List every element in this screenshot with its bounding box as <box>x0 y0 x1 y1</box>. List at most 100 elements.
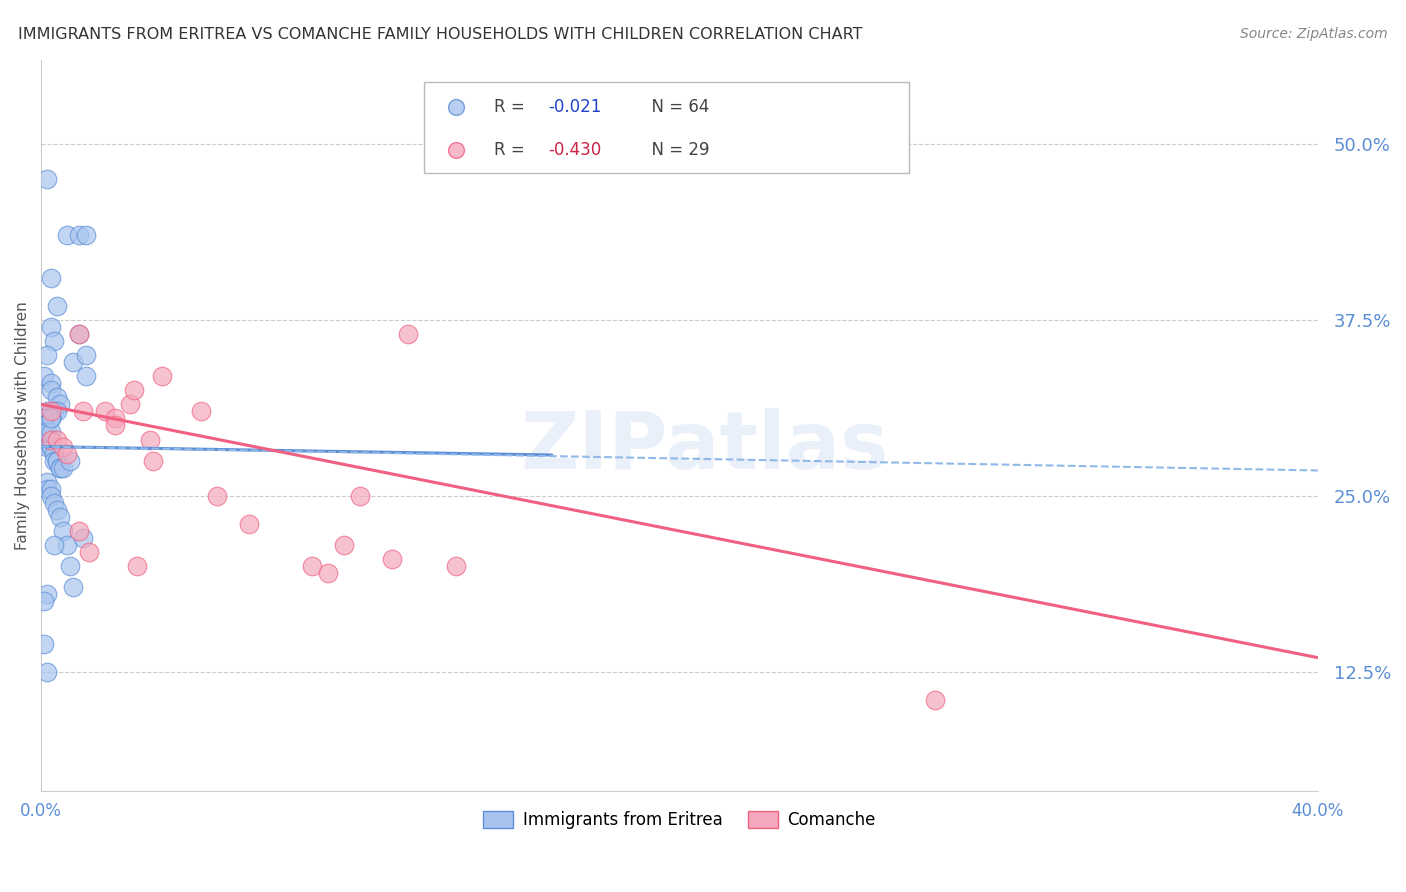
Text: N = 29: N = 29 <box>641 141 710 159</box>
Text: Source: ZipAtlas.com: Source: ZipAtlas.com <box>1240 27 1388 41</box>
Point <box>349 489 371 503</box>
Point <box>333 538 356 552</box>
Text: N = 64: N = 64 <box>641 98 710 116</box>
Point <box>37 475 59 489</box>
Point <box>381 552 404 566</box>
Point <box>318 566 340 581</box>
Point <box>42 453 65 467</box>
Point <box>37 587 59 601</box>
Point <box>34 418 56 433</box>
Point <box>52 524 75 538</box>
Point <box>39 320 62 334</box>
Point <box>34 369 56 384</box>
Point <box>39 440 62 454</box>
Point <box>34 418 56 433</box>
Point <box>34 418 56 433</box>
Point <box>59 559 82 574</box>
Point <box>37 482 59 496</box>
Point <box>37 440 59 454</box>
Point <box>34 425 56 440</box>
Point <box>39 411 62 425</box>
Point <box>39 384 62 398</box>
Point <box>924 693 946 707</box>
Text: -0.430: -0.430 <box>548 141 602 159</box>
Point <box>39 404 62 418</box>
Point <box>142 453 165 467</box>
Text: R =: R = <box>495 98 530 116</box>
Point <box>34 594 56 608</box>
Point <box>46 390 69 404</box>
Point <box>55 228 77 243</box>
Point <box>103 418 125 433</box>
Point <box>301 559 323 574</box>
Point <box>46 503 69 517</box>
Point <box>39 411 62 425</box>
Point <box>37 433 59 447</box>
Point <box>138 433 160 447</box>
Point <box>67 326 90 341</box>
Point <box>77 545 100 559</box>
Point <box>42 446 65 460</box>
Text: R =: R = <box>495 141 530 159</box>
Point <box>75 369 97 384</box>
Point <box>39 433 62 447</box>
Point <box>42 538 65 552</box>
Point <box>238 516 260 531</box>
Point <box>46 299 69 313</box>
Point <box>52 440 75 454</box>
Point <box>34 411 56 425</box>
Y-axis label: Family Households with Children: Family Households with Children <box>15 301 30 549</box>
Point <box>42 404 65 418</box>
Point <box>39 440 62 454</box>
Point <box>75 348 97 362</box>
Point <box>39 376 62 391</box>
Point <box>34 418 56 433</box>
Text: ZIPatlas: ZIPatlas <box>520 409 889 486</box>
Point <box>39 411 62 425</box>
Point <box>55 446 77 460</box>
Point <box>49 509 72 524</box>
Point <box>37 172 59 186</box>
Point <box>37 425 59 440</box>
Legend: Immigrants from Eritrea, Comanche: Immigrants from Eritrea, Comanche <box>477 804 883 836</box>
Text: -0.021: -0.021 <box>548 98 602 116</box>
Point <box>190 404 212 418</box>
Point <box>67 524 90 538</box>
Point <box>46 453 69 467</box>
Point <box>49 460 72 475</box>
Point <box>444 559 467 574</box>
Point <box>34 411 56 425</box>
Point <box>52 460 75 475</box>
Point <box>42 496 65 510</box>
Point <box>34 636 56 650</box>
Point <box>75 228 97 243</box>
Point <box>37 665 59 679</box>
Point <box>62 355 84 369</box>
Point <box>396 326 419 341</box>
Point <box>37 348 59 362</box>
Point <box>39 482 62 496</box>
Point <box>67 326 90 341</box>
Point <box>150 369 173 384</box>
Point <box>55 538 77 552</box>
Point <box>46 453 69 467</box>
Point <box>120 397 142 411</box>
Point <box>122 384 145 398</box>
Point <box>49 397 72 411</box>
Point <box>62 580 84 594</box>
Point <box>72 531 94 545</box>
Point <box>46 433 69 447</box>
Point <box>205 489 228 503</box>
Point <box>125 559 148 574</box>
Point <box>59 453 82 467</box>
FancyBboxPatch shape <box>425 81 910 173</box>
Point <box>39 270 62 285</box>
Point <box>49 460 72 475</box>
Point <box>42 334 65 348</box>
Point <box>34 425 56 440</box>
Point <box>37 433 59 447</box>
Point <box>39 425 62 440</box>
Point <box>39 489 62 503</box>
Point <box>72 404 94 418</box>
Point <box>37 404 59 418</box>
